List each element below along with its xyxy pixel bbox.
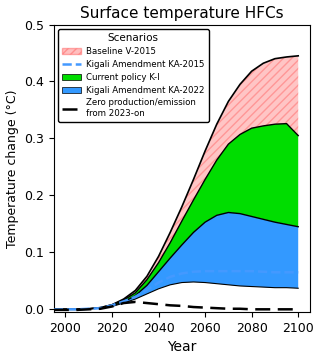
Legend: Baseline V-2015, Kigali Amendment KA-2015, Current policy K-I, Kigali Amendment : Baseline V-2015, Kigali Amendment KA-201…	[58, 29, 209, 122]
Title: Surface temperature HFCs: Surface temperature HFCs	[80, 5, 284, 21]
Y-axis label: Temperature change (°C): Temperature change (°C)	[5, 89, 19, 248]
X-axis label: Year: Year	[167, 341, 196, 355]
